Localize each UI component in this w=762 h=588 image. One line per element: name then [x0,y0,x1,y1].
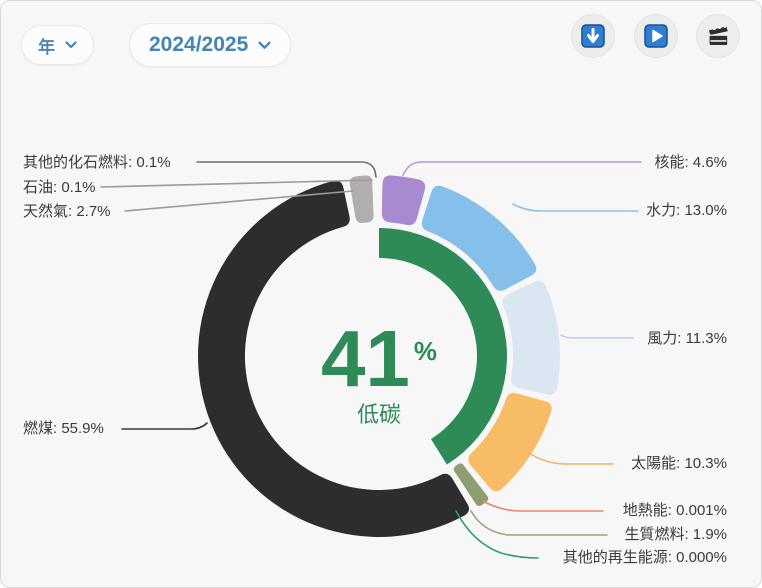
low-carbon-caption: 低碳 [356,402,401,427]
period-dropdown[interactable]: 年 [21,25,94,65]
slice-nuclear[interactable] [381,175,426,226]
percent-sign: % [413,336,438,366]
chevron-down-icon [65,41,77,49]
callout-geothermal: 地熱能: 0.001% [622,502,727,519]
donut-slices [198,175,561,537]
leader-line-other_renewables [455,510,539,559]
leader-line-solar [528,452,614,465]
callout-nuclear: 核能: 4.6% [654,154,727,171]
callout-coal: 燃煤: 55.9% [23,420,104,437]
leader-line-wind [560,334,634,339]
leader-line-coal [121,422,208,430]
leader-line-nuclear [402,161,642,176]
callout-solar: 太陽能: 10.3% [631,455,727,472]
year-dropdown[interactable]: 2024/2025 [129,23,292,67]
leader-lines [100,161,642,559]
play-icon [644,24,668,48]
callout-wind: 風力: 11.3% [647,330,727,347]
slice-coal[interactable] [198,180,470,537]
leader-line-biofuel [470,510,608,536]
callout-oil: 石油: 0.1% [23,179,96,196]
chevron-down-icon [258,41,271,49]
clapperboard-icon [709,25,728,45]
download-button[interactable] [571,14,615,58]
leader-line-hydro [512,203,639,212]
callout-hydro: 水力: 13.0% [646,202,727,219]
leader-line-gas [124,190,354,212]
slice-hydro[interactable] [421,185,537,291]
callout-other_renewables: 其他的再生能源: 0.000% [562,549,727,566]
download-icon [581,24,605,48]
callout-other_fossil: 其他的化石燃料: 0.1% [23,154,171,171]
slice-gas[interactable] [349,175,374,224]
slice-wind[interactable] [502,280,561,395]
slice-biofuel[interactable] [453,463,489,507]
callout-gas: 天然氣: 2.7% [23,203,111,220]
animation-button[interactable] [696,14,740,58]
low-carbon-center: 41% 低碳 [279,311,479,429]
period-dropdown-value: 年 [38,37,55,57]
low-carbon-percentage: 41 [320,314,410,403]
leader-line-other_fossil [196,161,377,178]
play-button[interactable] [634,14,678,58]
leader-line-oil [100,179,373,188]
year-dropdown-value: 2024/2025 [149,33,249,56]
low-carbon-arc [379,228,508,465]
leader-line-geothermal [482,500,604,512]
slice-solar[interactable] [468,392,552,492]
callout-biofuel: 生質燃料: 1.9% [624,526,727,543]
